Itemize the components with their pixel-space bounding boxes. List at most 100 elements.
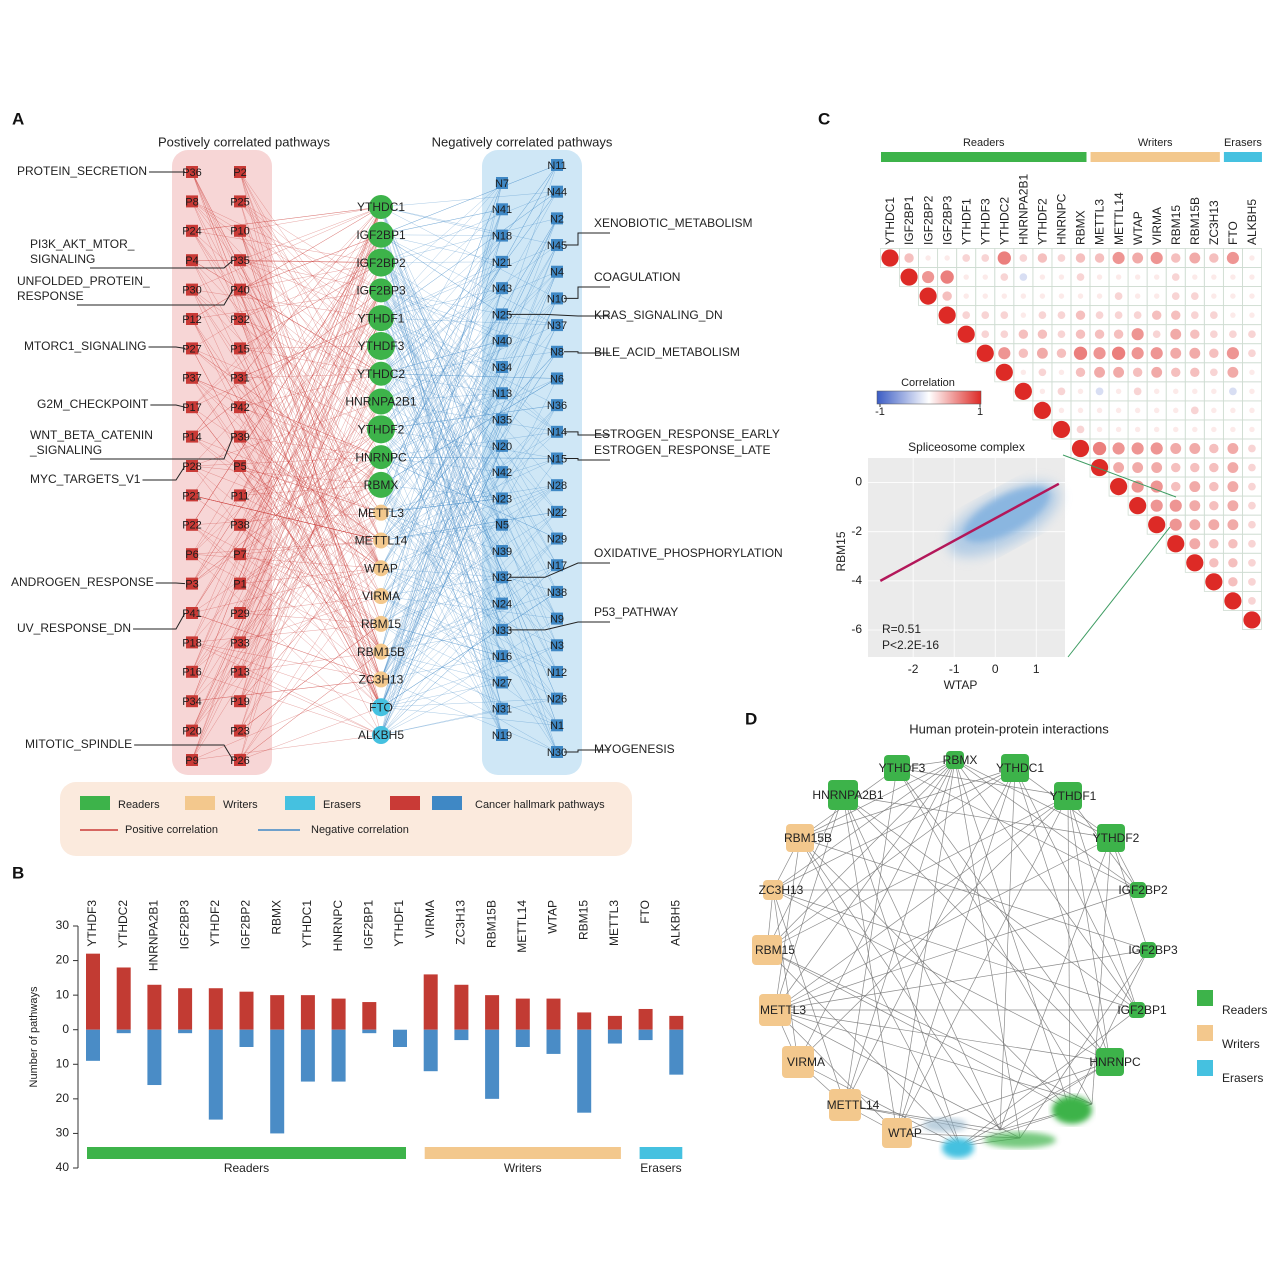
correlation-dot (1134, 407, 1141, 414)
pathway-label: N20 (492, 441, 512, 453)
legend-swatch (1197, 1060, 1213, 1076)
negative-edge (380, 591, 558, 708)
ppi-edge (954, 759, 1112, 839)
positive-edge (239, 318, 382, 486)
gene-label: YTHDC2 (357, 367, 405, 381)
pathway-annotation: XENOBIOTIC_METABOLISM (594, 216, 752, 230)
panel-letter: B (12, 863, 24, 882)
group-bar (1223, 152, 1262, 162)
positive-edge (239, 429, 382, 496)
pathway-label: P38 (230, 520, 250, 532)
pathway-label: N8 (550, 347, 564, 359)
positive-edge (239, 262, 382, 290)
pathway-node (496, 361, 508, 373)
correlation-dot (1169, 499, 1182, 512)
negative-edge (380, 287, 503, 458)
category-label: IGF2BP2 (239, 900, 253, 950)
negative-edge (380, 568, 503, 683)
section-title: Negatively correlated pathways (432, 134, 613, 149)
negative-edge (380, 401, 558, 433)
positive-edge (239, 201, 382, 347)
ppi-edge (896, 767, 1139, 891)
positive-edge (239, 345, 382, 731)
negative-edge (380, 235, 503, 624)
negative-edge (380, 393, 503, 680)
negative-edge (380, 595, 558, 699)
pathway-label: N4 (550, 267, 564, 279)
negative-edge (380, 234, 503, 315)
group-label: Writers (504, 1161, 542, 1175)
variable-label: ALKBH5 (1245, 199, 1259, 245)
positive-edge (191, 234, 382, 525)
negative-edge (380, 623, 503, 683)
ppi-edge (896, 759, 956, 1134)
ppi-edge (1110, 837, 1149, 951)
pathway-label: P37 (182, 373, 202, 385)
correlation-dot (1039, 388, 1046, 395)
correlation-dot (1115, 388, 1122, 395)
ppi-label: HNRNPC (1089, 1055, 1141, 1069)
ppi-edge (842, 794, 1001, 1131)
positive-edge (191, 318, 382, 731)
negative-edge (380, 445, 503, 541)
negative-edge (380, 288, 503, 736)
positive-edge (239, 348, 382, 569)
ppi-edge (1014, 767, 1138, 1011)
pathway-node (234, 283, 246, 296)
correlation-dot (1090, 458, 1109, 477)
positive-edge (191, 377, 382, 458)
pathway-node (551, 372, 563, 385)
correlation-dot (1229, 387, 1237, 396)
ppi-label: IGF2BP2 (1118, 883, 1168, 897)
correlation-dot (1208, 519, 1220, 531)
bar (147, 1029, 162, 1086)
positive-edge (239, 401, 382, 555)
blurred-node (923, 1118, 967, 1132)
negative-edge (380, 679, 558, 753)
negative-edge (380, 498, 503, 513)
legend-label: Writers (223, 799, 258, 811)
positive-edge (191, 456, 382, 731)
gene-label: HNRNPC (355, 450, 407, 464)
positive-edge (239, 201, 382, 291)
negative-edge (380, 290, 558, 539)
positive-edge (239, 171, 382, 430)
negative-edge (380, 484, 558, 597)
correlation-dot (1189, 443, 1201, 454)
correlation-dot (963, 274, 969, 280)
pathway-label: P29 (230, 608, 250, 620)
positive-edge (239, 230, 382, 541)
negative-edge (380, 351, 558, 541)
category-label: ALKBH5 (668, 900, 682, 946)
ppi-label: RBM15 (755, 943, 795, 957)
positive-edge (239, 171, 382, 374)
positive-edge (191, 642, 382, 680)
category-label: YTHDC1 (300, 900, 314, 948)
gene-node (368, 388, 394, 415)
negative-edge (380, 456, 503, 578)
negative-edge (380, 378, 558, 486)
negative-edge (380, 655, 503, 680)
blurred-node (1052, 1096, 1092, 1124)
correlation-dot (981, 311, 990, 319)
positive-edge (191, 230, 382, 402)
correlation-dot (1190, 462, 1200, 473)
pathway-annotation: ESTROGEN_RESPONSE_LATE (594, 443, 771, 457)
pathway-label: P4 (185, 255, 198, 267)
negative-edge (380, 373, 503, 394)
pathway-node (551, 265, 563, 278)
pathway-node (496, 387, 508, 400)
negative-edge (380, 345, 558, 673)
positive-edge (239, 171, 382, 541)
pathway-label: N18 (492, 230, 512, 242)
positive-edge (191, 373, 382, 555)
negative-edge (380, 484, 558, 726)
correlation-dot (1230, 312, 1236, 318)
gene-node (367, 248, 395, 277)
pathway-node (551, 479, 563, 492)
negative-edge (380, 471, 503, 597)
positive-edge (191, 377, 382, 458)
pathway-node (496, 518, 508, 531)
positive-edge (239, 373, 382, 614)
y-tick-label: 10 (56, 1056, 70, 1070)
